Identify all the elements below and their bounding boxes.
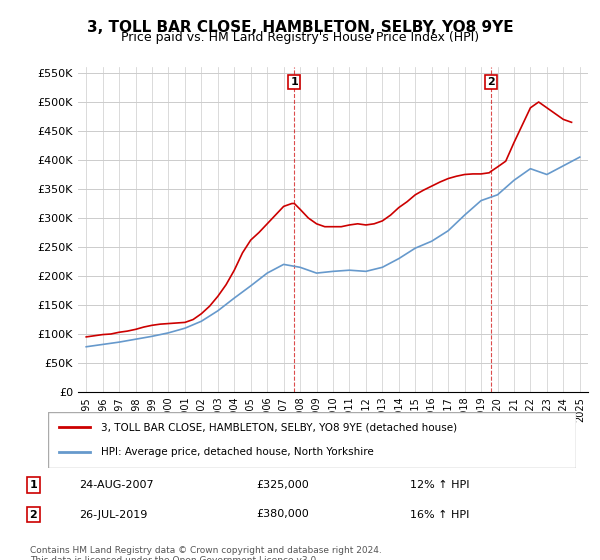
Text: 3, TOLL BAR CLOSE, HAMBLETON, SELBY, YO8 9YE (detached house): 3, TOLL BAR CLOSE, HAMBLETON, SELBY, YO8…: [101, 422, 457, 432]
Text: Contains HM Land Registry data © Crown copyright and database right 2024.
This d: Contains HM Land Registry data © Crown c…: [30, 546, 382, 560]
Text: HPI: Average price, detached house, North Yorkshire: HPI: Average price, detached house, Nort…: [101, 447, 374, 457]
Text: £325,000: £325,000: [256, 480, 308, 490]
Text: 3, TOLL BAR CLOSE, HAMBLETON, SELBY, YO8 9YE: 3, TOLL BAR CLOSE, HAMBLETON, SELBY, YO8…: [86, 20, 514, 35]
Text: 1: 1: [290, 77, 298, 87]
Text: 26-JUL-2019: 26-JUL-2019: [79, 510, 148, 520]
Text: 2: 2: [487, 77, 494, 87]
Text: 16% ↑ HPI: 16% ↑ HPI: [410, 510, 470, 520]
Text: 24-AUG-2007: 24-AUG-2007: [79, 480, 154, 490]
Text: Price paid vs. HM Land Registry's House Price Index (HPI): Price paid vs. HM Land Registry's House …: [121, 31, 479, 44]
FancyBboxPatch shape: [48, 412, 576, 468]
Text: £380,000: £380,000: [256, 510, 308, 520]
Text: 12% ↑ HPI: 12% ↑ HPI: [410, 480, 470, 490]
Text: 2: 2: [29, 510, 37, 520]
Text: 1: 1: [29, 480, 37, 490]
